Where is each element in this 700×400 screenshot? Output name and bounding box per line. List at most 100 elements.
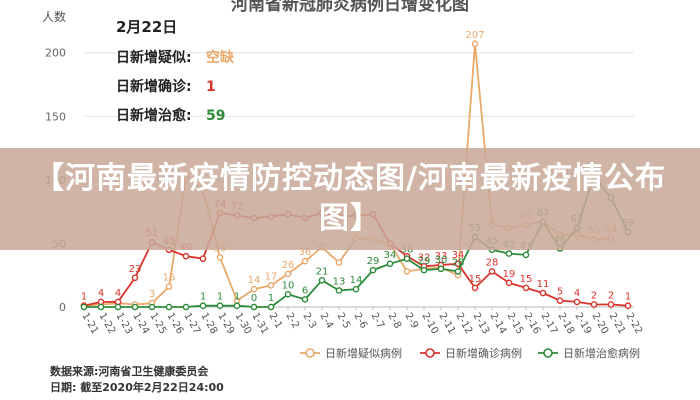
x-tick-label: 2-20 [589, 311, 610, 336]
info-value: 1 [206, 79, 216, 95]
data-label: 36 [299, 247, 312, 258]
data-point [505, 279, 513, 287]
data-label: 1 [625, 292, 631, 303]
data-point [607, 301, 615, 308]
legend: 日新增疑似病例 日新增确诊病例 日新增治愈病例 [300, 346, 640, 360]
data-point [522, 284, 530, 292]
data-label: 2 [591, 290, 597, 301]
data-label: 1 [217, 292, 223, 303]
data-label: 2 [608, 290, 614, 301]
data-label: 26 [282, 260, 295, 271]
data-point [437, 265, 445, 273]
data-label: 30 [435, 255, 448, 266]
data-point [114, 303, 122, 311]
footer-source: 数据来源:河南省卫生健康委员会 [50, 364, 209, 378]
data-point [471, 284, 479, 292]
data-point [148, 303, 156, 311]
data-point [216, 302, 224, 310]
legend-swatch-marker [305, 348, 315, 358]
x-tick-label: 2-15 [504, 311, 525, 336]
data-point [301, 296, 309, 303]
info-date: 2月22日 [116, 18, 177, 36]
data-point [352, 285, 360, 293]
data-point [165, 283, 173, 290]
data-point [216, 254, 224, 261]
x-tick-label: 1-22 [96, 311, 117, 336]
data-label: 34 [384, 250, 397, 261]
data-point [556, 297, 564, 304]
data-point [624, 302, 632, 310]
data-label: 38 [401, 245, 414, 256]
info-value: 空缺 [206, 49, 235, 66]
data-label: 16 [163, 273, 176, 284]
data-label: 4 [574, 288, 580, 299]
chart-title: 河南省新冠肺炎病例日增变化图 [231, 0, 469, 15]
data-point [284, 270, 292, 278]
x-tick-label: 2-16 [521, 311, 542, 336]
data-point [522, 251, 530, 259]
x-tick-label: 1-25 [147, 311, 168, 336]
info-label: 日新增确诊: [116, 78, 192, 95]
y-axis-label: 人数 [42, 9, 66, 24]
x-tick-label: 1-28 [198, 311, 219, 336]
data-point [573, 298, 581, 306]
data-label: 207 [465, 30, 484, 41]
legend-label: 日新增确诊病例 [445, 346, 522, 360]
data-point [454, 268, 462, 275]
x-tick-label: 2-19 [572, 311, 593, 336]
y-tick-label: 0 [59, 301, 66, 314]
x-tick-label: 2-18 [555, 311, 576, 336]
x-tick-label: 2-2 [283, 311, 301, 331]
data-label: 0 [251, 293, 257, 304]
data-label: 10 [282, 280, 295, 291]
data-point [250, 303, 258, 311]
x-tick-label: 2-5 [334, 311, 352, 331]
x-tick-label: 2-3 [300, 311, 318, 331]
data-point [403, 268, 411, 275]
data-point [386, 260, 394, 268]
data-point [403, 255, 411, 262]
data-label: 1 [200, 292, 206, 303]
x-tick-label: 1-23 [113, 311, 134, 336]
data-label: 23 [129, 264, 142, 275]
x-tick-label: 2-4 [317, 311, 335, 331]
data-point [301, 257, 309, 265]
data-label: 1 [234, 292, 240, 303]
data-label: 3 [149, 289, 155, 300]
data-point [454, 260, 462, 268]
data-label: 15 [469, 274, 482, 285]
info-label: 日新增治愈: [116, 107, 192, 124]
data-label: 14 [248, 275, 261, 286]
x-tick-label: 2-21 [606, 311, 627, 336]
data-point [267, 282, 275, 289]
data-point [420, 266, 428, 274]
data-point [590, 301, 598, 308]
data-point [182, 252, 190, 260]
data-point [233, 302, 241, 310]
legend-swatch-marker [543, 348, 553, 358]
data-point [267, 303, 275, 311]
data-label: 17 [265, 271, 278, 282]
footer-date: 日期: 截至2020年2月22日24:00 [50, 380, 224, 394]
x-tick-label: 2-11 [436, 311, 457, 336]
data-point [199, 255, 207, 262]
data-label: 14 [350, 275, 363, 286]
data-point [131, 274, 139, 282]
data-label: 6 [302, 285, 308, 296]
overlay-banner: 【河南最新疫情防控动态图/河南最新疫情公布图】 [0, 148, 700, 250]
x-tick-label: 1-26 [164, 311, 185, 336]
data-point [488, 268, 496, 275]
data-point [199, 302, 207, 310]
x-tick-label: 2-8 [385, 311, 403, 331]
x-tick-label: 1-27 [181, 311, 202, 336]
y-tick-label: 200 [45, 47, 66, 60]
data-label: 1 [81, 292, 87, 303]
info-value: 59 [206, 108, 225, 124]
data-label: 4 [98, 288, 104, 299]
data-point [131, 303, 139, 311]
x-tick-label: 2-13 [470, 311, 491, 336]
x-tick-label: 2-14 [487, 311, 508, 336]
data-label: 13 [333, 276, 346, 287]
x-tick-label: 1-30 [232, 311, 253, 336]
